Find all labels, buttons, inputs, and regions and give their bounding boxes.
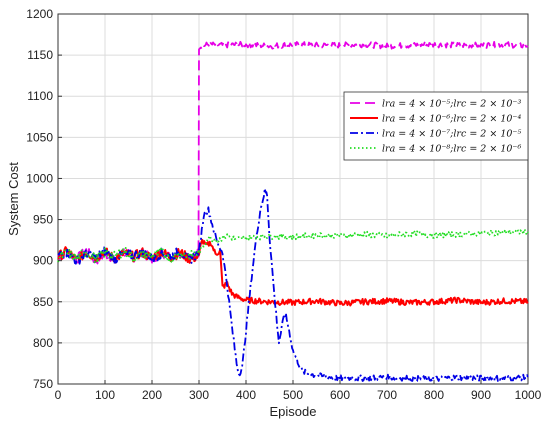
y-tick-label: 1000 <box>26 171 53 185</box>
y-tick-label: 950 <box>33 213 53 227</box>
legend-label: lra = 4 × 10⁻⁷;lrc = 2 × 10⁻⁵ <box>382 129 521 140</box>
x-tick-label: 900 <box>471 388 491 402</box>
y-tick-label: 800 <box>33 336 53 350</box>
legend-label: lra = 4 × 10⁻⁵;lrc = 2 × 10⁻³ <box>382 99 521 110</box>
x-tick-label: 400 <box>236 388 256 402</box>
grid <box>57 13 529 385</box>
legend-label: lra = 4 × 10⁻⁸;lrc = 2 × 10⁻⁶ <box>382 144 521 155</box>
x-tick-label: 200 <box>142 388 162 402</box>
legend: lra = 4 × 10⁻⁵;lrc = 2 × 10⁻³ lra = 4 × 1… <box>343 91 529 161</box>
y-tick-label: 750 <box>33 377 53 391</box>
y-axis: 750 800 850 900 950 1000 1050 1100 1150 1200 <box>26 7 62 391</box>
x-tick-label: 700 <box>377 388 397 402</box>
x-axis: 0 100 200 300 400 500 600 700 800 900 1000 <box>55 380 542 402</box>
series-layer <box>57 40 529 383</box>
x-axis-label: Episode <box>270 404 317 419</box>
y-tick-label: 900 <box>33 254 53 268</box>
series-line-3 <box>57 187 529 383</box>
x-tick-label: 500 <box>283 388 303 402</box>
y-tick-label: 1050 <box>26 130 53 144</box>
x-tick-label: 600 <box>330 388 350 402</box>
x-tick-label: 0 <box>55 388 62 402</box>
y-tick-label: 1150 <box>27 48 53 62</box>
series-line-2 <box>57 238 529 307</box>
y-tick-label: 1100 <box>27 89 53 103</box>
y-tick-label: 850 <box>33 295 53 309</box>
x-tick-label: 800 <box>424 388 444 402</box>
y-tick-label: 1200 <box>26 7 53 21</box>
x-tick-label: 300 <box>189 388 209 402</box>
legend-label: lra = 4 × 10⁻⁶;lrc = 2 × 10⁻⁴ <box>382 114 521 125</box>
x-tick-label: 100 <box>95 388 115 402</box>
x-tick-label: 1000 <box>515 388 542 402</box>
y-axis-label: System Cost <box>6 162 21 236</box>
